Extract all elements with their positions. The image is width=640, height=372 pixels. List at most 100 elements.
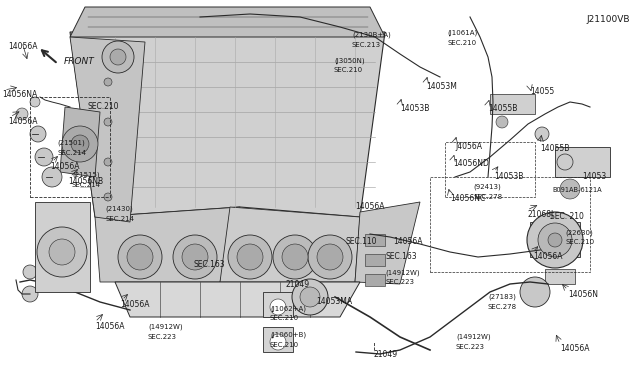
Text: SEC.278: SEC.278: [473, 194, 502, 200]
Text: SEC.210: SEC.210: [270, 342, 299, 348]
Text: SEC.163: SEC.163: [194, 260, 226, 269]
Text: J4056A: J4056A: [455, 142, 482, 151]
Circle shape: [228, 235, 272, 279]
Polygon shape: [70, 7, 385, 37]
Text: (27183): (27183): [488, 294, 516, 301]
Circle shape: [182, 244, 208, 270]
Bar: [555, 147, 610, 177]
Text: SEC.210: SEC.210: [565, 239, 594, 245]
Circle shape: [16, 108, 28, 120]
Circle shape: [23, 265, 37, 279]
Bar: [365, 254, 385, 266]
Polygon shape: [70, 37, 145, 222]
Bar: [365, 234, 385, 246]
Text: 14053M: 14053M: [426, 82, 457, 91]
Text: 14056NB: 14056NB: [68, 177, 103, 186]
Text: SEC.210: SEC.210: [88, 102, 120, 111]
Circle shape: [110, 49, 126, 65]
Text: (14912W): (14912W): [148, 324, 182, 330]
Circle shape: [30, 97, 40, 107]
Circle shape: [127, 244, 153, 270]
Circle shape: [308, 235, 352, 279]
Text: 14053B: 14053B: [494, 172, 524, 181]
Circle shape: [35, 148, 53, 166]
Polygon shape: [35, 202, 90, 292]
Circle shape: [535, 127, 549, 141]
Text: 14056A: 14056A: [560, 344, 589, 353]
Text: 14056A: 14056A: [355, 202, 385, 211]
Bar: [365, 274, 385, 286]
Text: B091AB-6121A: B091AB-6121A: [552, 187, 602, 193]
Text: 14056A: 14056A: [393, 237, 422, 246]
Circle shape: [270, 334, 286, 350]
Circle shape: [102, 41, 134, 73]
Bar: [445, 142, 535, 197]
Text: SEC. 210: SEC. 210: [550, 212, 584, 221]
Text: 14056N: 14056N: [568, 290, 598, 299]
Bar: [263, 292, 293, 317]
Circle shape: [49, 239, 75, 265]
Bar: [490, 94, 535, 114]
Text: SEC.210: SEC.210: [447, 40, 476, 46]
Bar: [430, 177, 590, 272]
Text: SEC.223: SEC.223: [148, 334, 177, 340]
Text: 21049: 21049: [285, 280, 309, 289]
Text: 14056NC: 14056NC: [450, 194, 485, 203]
Circle shape: [520, 277, 550, 307]
Bar: [30, 97, 110, 197]
Circle shape: [104, 78, 112, 86]
Text: (J1060+B): (J1060+B): [270, 332, 306, 339]
Circle shape: [42, 167, 62, 187]
Circle shape: [548, 233, 562, 247]
Bar: [545, 269, 575, 284]
Text: SEC.163: SEC.163: [385, 252, 417, 261]
Bar: [530, 222, 580, 257]
Text: 14056A: 14056A: [533, 252, 563, 261]
Circle shape: [118, 235, 162, 279]
Text: 14053MA: 14053MA: [316, 297, 352, 306]
Text: (2130B+A): (2130B+A): [352, 32, 391, 38]
Text: SEC.110: SEC.110: [345, 237, 376, 246]
Circle shape: [37, 227, 87, 277]
Text: 14056A: 14056A: [120, 300, 150, 309]
Circle shape: [282, 244, 308, 270]
Text: SEC.223: SEC.223: [385, 279, 414, 285]
Circle shape: [104, 193, 112, 201]
Text: SEC.214: SEC.214: [72, 182, 101, 188]
Text: (14912W): (14912W): [385, 269, 420, 276]
Text: 21049: 21049: [374, 350, 398, 359]
Circle shape: [104, 158, 112, 166]
Circle shape: [71, 135, 89, 153]
Polygon shape: [95, 207, 240, 282]
Text: (J1062+A): (J1062+A): [270, 305, 306, 311]
Circle shape: [300, 287, 320, 307]
Text: (J1061A): (J1061A): [447, 30, 477, 36]
Text: 14055: 14055: [530, 87, 554, 96]
Text: 14056A: 14056A: [8, 42, 38, 51]
Text: (J3050N): (J3050N): [334, 57, 365, 64]
Text: 14056ND: 14056ND: [453, 159, 489, 168]
Circle shape: [273, 235, 317, 279]
Circle shape: [30, 126, 46, 142]
Text: 14053B: 14053B: [400, 104, 429, 113]
Text: 14056A: 14056A: [50, 162, 79, 171]
Circle shape: [560, 179, 580, 199]
Text: 21068J: 21068J: [527, 210, 553, 219]
Text: SEC.214: SEC.214: [105, 216, 134, 222]
Text: SEC.278: SEC.278: [488, 304, 517, 310]
Text: SEC.213: SEC.213: [352, 42, 381, 48]
Text: 14053: 14053: [582, 172, 606, 181]
Circle shape: [292, 279, 328, 315]
Polygon shape: [115, 282, 360, 317]
Circle shape: [237, 244, 263, 270]
Circle shape: [62, 126, 98, 162]
Circle shape: [173, 235, 217, 279]
Polygon shape: [70, 32, 385, 217]
Text: SEC.223: SEC.223: [456, 344, 485, 350]
Text: 14056NA: 14056NA: [2, 90, 37, 99]
Polygon shape: [355, 202, 420, 284]
Text: 14055B: 14055B: [540, 144, 570, 153]
Text: SEC.210: SEC.210: [270, 315, 299, 321]
Circle shape: [270, 299, 286, 315]
Text: (21430): (21430): [105, 206, 132, 212]
